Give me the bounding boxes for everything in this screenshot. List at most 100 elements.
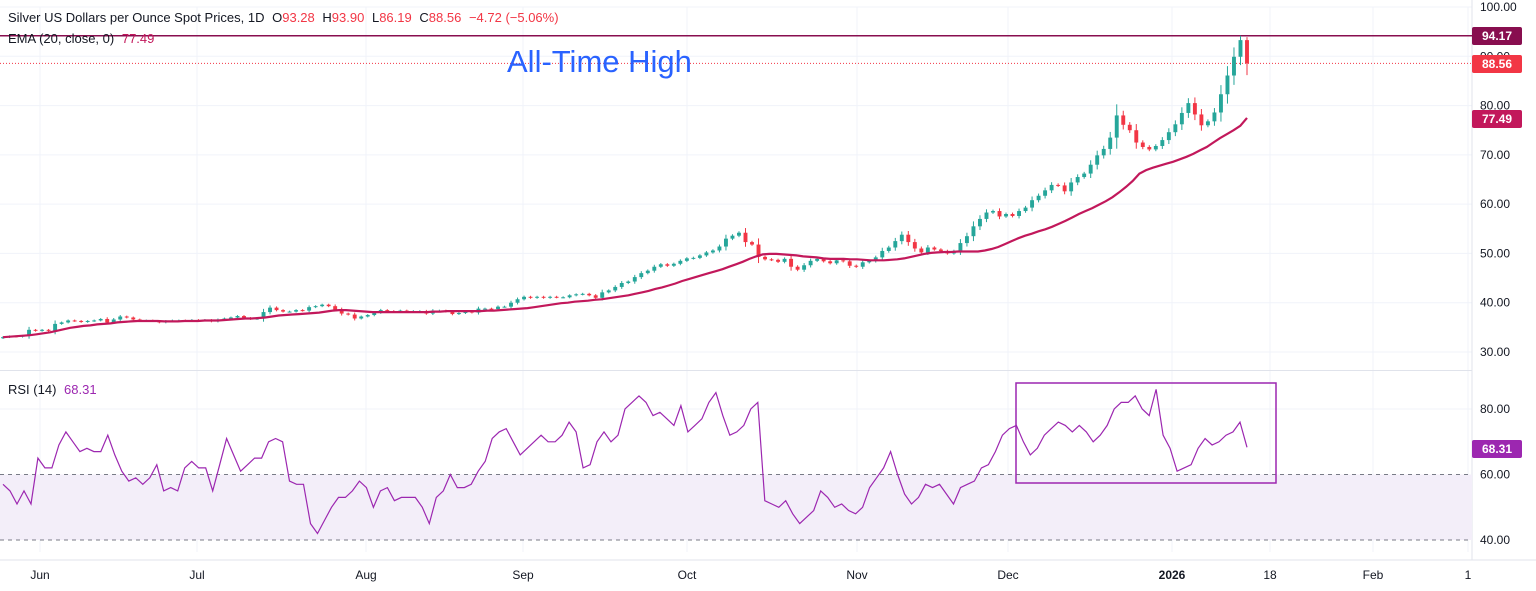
candle xyxy=(580,293,585,295)
candle xyxy=(886,247,891,251)
candle xyxy=(561,297,566,299)
rsi-legend[interactable]: RSI (14) 68.31 xyxy=(8,382,101,397)
candle xyxy=(483,308,487,310)
candle xyxy=(717,246,722,251)
candle xyxy=(684,258,689,261)
time-tick-label: Dec xyxy=(997,568,1018,582)
candle xyxy=(372,312,377,316)
candle xyxy=(1069,182,1074,192)
candle xyxy=(593,295,598,298)
legend-title: Silver US Dollars per Ounce Spot Prices,… xyxy=(8,10,265,25)
price-axis[interactable]: 30.0040.0050.0060.0070.0080.0090.00100.0… xyxy=(1480,0,1517,547)
candle xyxy=(821,258,826,262)
candle xyxy=(1173,124,1178,133)
candle xyxy=(326,304,331,307)
close-value: 88.56 xyxy=(428,10,462,25)
candle xyxy=(938,249,943,251)
candle xyxy=(802,265,807,270)
rsi-tick-label: 40.00 xyxy=(1480,533,1510,547)
candle xyxy=(98,318,103,321)
price-tick-label: 40.00 xyxy=(1480,296,1510,310)
ema-value: 77.49 xyxy=(121,31,155,46)
ema-line xyxy=(2,117,1248,339)
candle xyxy=(1043,190,1048,196)
ema-legend[interactable]: EMA (20, close, 0) 77.49 xyxy=(8,31,158,46)
candle xyxy=(1225,75,1230,95)
candle xyxy=(1192,103,1197,115)
open-label: O xyxy=(272,10,283,25)
candle xyxy=(294,310,299,312)
low-label: L xyxy=(371,10,380,25)
price-tick-label: 80.00 xyxy=(1480,99,1510,113)
candle xyxy=(1218,94,1223,113)
candle xyxy=(997,211,1002,217)
candle xyxy=(639,273,644,278)
time-tick-label: Oct xyxy=(678,568,697,582)
candle xyxy=(548,296,553,298)
legend-close: C88.56 xyxy=(419,10,461,25)
candle xyxy=(535,296,540,298)
candle xyxy=(1108,137,1113,149)
candle xyxy=(860,262,865,267)
candle xyxy=(847,261,852,266)
candle xyxy=(1186,103,1191,113)
candle xyxy=(85,320,90,322)
candle xyxy=(1147,146,1152,150)
open-value: 93.28 xyxy=(282,10,315,25)
candle xyxy=(587,293,592,296)
candle xyxy=(1160,140,1165,146)
candle xyxy=(528,296,533,298)
price-tick-label: 60.00 xyxy=(1480,197,1510,211)
candle xyxy=(300,310,305,312)
time-tick-label: Nov xyxy=(846,568,867,582)
candle xyxy=(1245,40,1249,64)
candle xyxy=(880,250,885,258)
candle xyxy=(92,320,97,322)
candle xyxy=(1114,115,1119,138)
candle xyxy=(710,250,715,253)
candle xyxy=(808,260,813,266)
candle xyxy=(281,310,286,312)
candle xyxy=(1,337,5,339)
ema-price-tag: 77.49 xyxy=(1472,110,1522,128)
candle xyxy=(1101,148,1106,156)
legend-high: H93.90 xyxy=(322,10,364,25)
candle xyxy=(645,270,650,274)
candle xyxy=(665,264,670,266)
candle xyxy=(750,242,754,245)
candle xyxy=(613,286,618,291)
time-axis[interactable]: Jun Jul Aug Sep Oct Nov Dec 2026 18 Feb 1 xyxy=(30,568,1471,582)
rsi-line xyxy=(2,389,1248,535)
candle xyxy=(554,296,559,298)
candle xyxy=(769,259,774,261)
candle xyxy=(1212,112,1217,122)
candle xyxy=(1062,185,1067,192)
candle xyxy=(782,258,787,262)
candle xyxy=(66,320,71,323)
candle xyxy=(463,311,468,314)
rsi-band xyxy=(0,474,1472,540)
candle xyxy=(991,211,995,213)
pane-separator[interactable] xyxy=(0,370,1472,371)
rsi-tick-label: 80.00 xyxy=(1480,402,1510,416)
candle xyxy=(307,307,312,311)
candle xyxy=(456,313,461,315)
time-tick-label: 2026 xyxy=(1159,568,1186,582)
candle xyxy=(46,329,51,331)
price-tick-label: 70.00 xyxy=(1480,148,1510,162)
price-tick-label: 50.00 xyxy=(1480,246,1510,260)
candle xyxy=(730,235,735,239)
candle xyxy=(1004,214,1008,217)
close-price-tag: 88.56 xyxy=(1472,55,1522,73)
candle xyxy=(984,212,989,219)
price-tick-label: 100.00 xyxy=(1480,0,1517,14)
candle xyxy=(723,238,728,247)
candle xyxy=(828,261,833,264)
all-time-high-annotation: All-Time High xyxy=(507,44,692,79)
candle xyxy=(1075,177,1080,183)
candle xyxy=(600,292,605,298)
candle xyxy=(1153,145,1158,150)
candle xyxy=(964,236,969,244)
time-tick-label: 18 xyxy=(1263,568,1277,582)
